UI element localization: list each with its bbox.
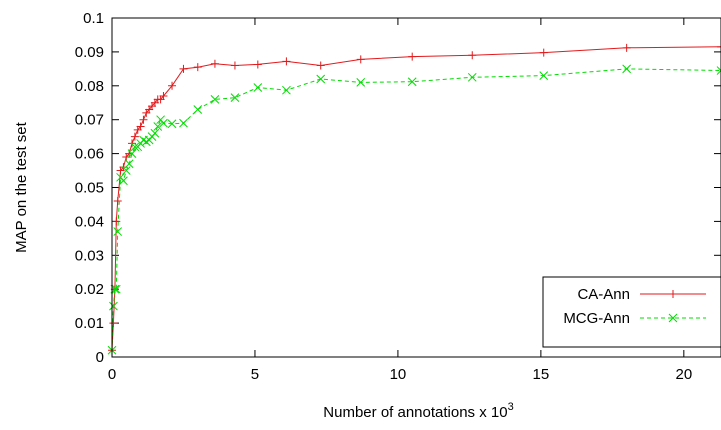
x-tick-label: 5 <box>251 366 259 383</box>
y-tick-label: 0.07 <box>75 112 104 129</box>
y-tick-labels: 0 0.01 0.02 0.03 0.04 0.05 0.06 0.07 0.08 0.09 0.1 <box>75 10 104 366</box>
x-tick-label: 0 <box>108 366 116 383</box>
legend: CA-Ann MCG-Ann <box>542 276 721 348</box>
cross-marker <box>159 118 168 128</box>
cross-marker <box>316 74 326 84</box>
cross-marker <box>130 142 140 152</box>
cross-marker <box>113 227 123 236</box>
legend-entries: CA-Ann MCG-Ann <box>563 286 706 327</box>
cross-marker <box>119 176 128 186</box>
plus-marker <box>159 91 168 100</box>
cross-marker <box>111 284 121 294</box>
cross-marker <box>150 128 160 138</box>
cross-marker <box>282 85 291 95</box>
cross-marker <box>622 64 632 74</box>
x-axis-title-superscript: 3 <box>508 401 514 413</box>
plus-marker <box>112 217 121 226</box>
cross-marker <box>167 119 177 129</box>
legend-label: MCG-Ann <box>563 310 630 327</box>
cross-marker <box>121 166 131 175</box>
x-axis-title: Number of annotations x 103 <box>323 401 513 421</box>
cross-marker <box>539 71 549 80</box>
plus-marker <box>539 48 548 57</box>
cross-marker <box>467 72 477 82</box>
cross-marker <box>668 313 678 323</box>
plus-marker <box>179 64 188 73</box>
series-layer <box>107 42 721 355</box>
plus-marker <box>130 132 139 141</box>
x-tick-label: 20 <box>675 366 692 383</box>
y-tick-label: 0.09 <box>75 44 104 61</box>
y-tick-label: 0.04 <box>75 213 104 230</box>
plus-marker <box>253 60 262 69</box>
plus-marker <box>408 52 417 61</box>
legend-label: CA-Ann <box>577 286 630 303</box>
legend-entry-ca-ann: CA-Ann <box>577 286 706 303</box>
plus-marker <box>622 43 631 52</box>
cross-marker <box>407 77 417 87</box>
y-tick-label: 0.02 <box>75 281 104 298</box>
plus-marker <box>210 59 219 68</box>
cross-marker <box>124 159 134 169</box>
cross-marker <box>127 149 137 158</box>
cross-marker <box>210 95 220 104</box>
plus-marker <box>230 61 239 70</box>
y-tick-label: 0.06 <box>75 146 104 163</box>
plus-marker <box>168 81 177 90</box>
plus-marker <box>193 63 202 72</box>
legend-entry-mcg-ann: MCG-Ann <box>563 310 706 327</box>
plus-marker <box>356 55 365 64</box>
y-tick-label: 0.03 <box>75 247 104 264</box>
cross-marker <box>253 83 263 92</box>
y-tick-label: 0.1 <box>83 10 104 27</box>
plus-marker <box>316 61 325 70</box>
cross-marker <box>109 301 118 311</box>
cross-marker <box>193 105 203 114</box>
series-mcg-ann <box>107 64 721 355</box>
plus-marker <box>139 115 148 124</box>
cross-marker <box>716 66 721 75</box>
x-tick-label: 15 <box>533 366 550 383</box>
plus-marker <box>669 290 677 298</box>
x-axis-title-main: Number of annotations x 10 <box>323 404 507 421</box>
legend-box <box>542 276 721 348</box>
plot-frame <box>111 17 721 358</box>
y-tick-label: 0.05 <box>75 180 104 197</box>
plus-marker <box>717 42 721 51</box>
cross-marker <box>356 78 366 87</box>
plus-marker <box>113 197 122 206</box>
y-tick-label: 0.01 <box>75 315 104 332</box>
x-tick-labels: 0 5 10 15 20 <box>108 366 692 383</box>
cross-marker <box>179 118 188 128</box>
y-tick-label: 0.08 <box>75 78 104 95</box>
cross-marker <box>153 122 163 131</box>
x-tick-label: 10 <box>390 366 407 383</box>
cross-marker <box>230 93 240 103</box>
y-axis-title: MAP on the test set <box>13 121 30 252</box>
plus-marker <box>282 57 291 66</box>
plus-marker <box>468 51 477 60</box>
plus-marker <box>136 122 145 131</box>
y-tick-label: 0 <box>96 349 104 366</box>
